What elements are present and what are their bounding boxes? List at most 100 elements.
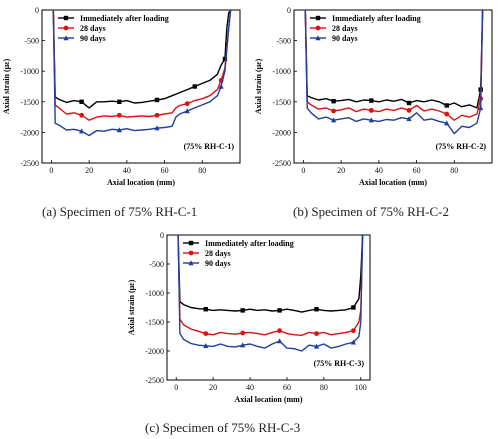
legend-marker-1 <box>188 250 194 256</box>
series-line-2 <box>177 234 364 352</box>
data-point-s0 <box>192 84 197 89</box>
legend-label-0: Immediately after loading <box>205 239 294 248</box>
x-tick-label: 20 <box>209 383 217 392</box>
y-tick-label: -2500 <box>145 376 164 385</box>
data-point-s2 <box>277 338 283 344</box>
data-point-s2 <box>331 117 337 123</box>
series-line-1 <box>52 9 232 121</box>
panel-label: (75% RH-C-3) <box>314 359 365 368</box>
data-point-s1 <box>368 107 374 113</box>
data-point-s0 <box>444 103 449 108</box>
series-line-2 <box>52 9 232 137</box>
legend-label-1: 28 days <box>205 249 231 258</box>
data-point-s1 <box>277 328 282 334</box>
legend-marker-0 <box>63 15 69 21</box>
legend-marker-1 <box>63 25 69 31</box>
data-point-s0 <box>351 305 356 310</box>
data-point-s0 <box>369 98 374 103</box>
data-point-s2 <box>218 83 224 89</box>
data-point-s0 <box>222 56 228 62</box>
y-tick-label: 0 <box>287 6 291 15</box>
x-tick-label: 0 <box>49 166 53 175</box>
data-point-s2 <box>350 339 356 345</box>
x-tick-label: 60 <box>161 166 169 175</box>
x-tick-label: 40 <box>123 166 131 175</box>
legend-label-2: 90 days <box>205 259 231 268</box>
series-line-0 <box>52 9 232 109</box>
legend-label-1: 28 days <box>80 24 106 33</box>
x-tick-label: 20 <box>85 166 93 175</box>
y-tick-label: -1000 <box>145 289 164 298</box>
legend-marker-0 <box>188 240 194 246</box>
data-point-s2 <box>240 342 246 348</box>
y-tick-label: -1000 <box>20 67 39 76</box>
x-tick-label: 100 <box>355 383 367 392</box>
legend-label-0: Immediately after loading <box>80 14 169 23</box>
series-line-2 <box>304 9 484 135</box>
caption-b: (b) Specimen of 75% RH-C-2 <box>293 204 449 219</box>
y-tick-label: -2000 <box>272 128 291 137</box>
data-point-s1 <box>314 331 319 336</box>
x-tick-label: 60 <box>413 166 421 175</box>
caption-c: (c) Specimen of 75% RH-C-3 <box>145 420 301 435</box>
y-tick-label: -2500 <box>20 159 39 168</box>
data-point-s1 <box>116 112 122 118</box>
y-tick-label: -1500 <box>20 98 39 107</box>
data-point-s0 <box>406 100 412 106</box>
y-tick-label: -500 <box>149 260 164 269</box>
data-point-s2 <box>154 125 160 131</box>
legend-label-1: 28 days <box>332 24 358 33</box>
y-tick-label: -1500 <box>272 98 291 107</box>
data-point-s0 <box>117 99 122 104</box>
data-point-s2 <box>313 343 320 349</box>
chart-panel-a: 0 -500 -1000 -1500 -2000 -2500 0 20 40 60 80 Axial … <box>0 0 245 200</box>
y-tick-label: -500 <box>24 37 39 46</box>
data-point-s2 <box>203 343 209 348</box>
legend-marker-1 <box>315 25 321 31</box>
series-line-0 <box>304 9 484 109</box>
legend-marker-2 <box>188 260 194 266</box>
x-tick-label: 20 <box>337 166 345 175</box>
y-tick-label: 0 <box>160 231 164 240</box>
legend-marker-2 <box>315 35 321 41</box>
x-tick-label: 80 <box>450 166 458 175</box>
panel-label: (75% RH-C-2) <box>436 142 487 151</box>
plot-frame <box>41 9 241 164</box>
x-tick-label: 80 <box>198 166 206 175</box>
y-axis-label: Axial strain (με) <box>127 279 136 335</box>
y-tick-label: -2000 <box>20 128 39 137</box>
plot-frame <box>166 234 371 381</box>
y-axis-label: Axial strain (με) <box>2 58 11 114</box>
y-tick-label: -2000 <box>145 347 164 356</box>
data-point-s2 <box>79 128 85 134</box>
data-point-s0 <box>331 98 336 104</box>
data-point-s2 <box>184 108 190 114</box>
x-axis-label: Axial location (mm) <box>235 395 303 404</box>
y-tick-label: -1000 <box>272 67 291 76</box>
x-tick-label: 0 <box>174 383 178 392</box>
data-point-s1 <box>203 331 209 336</box>
y-tick-label: -500 <box>276 37 291 46</box>
plot-frame <box>293 9 493 164</box>
data-point-s0 <box>203 307 208 312</box>
data-point-s1 <box>154 112 160 118</box>
data-point-s0 <box>79 99 84 104</box>
series-line-1 <box>177 234 364 337</box>
legend-label-2: 90 days <box>332 34 358 43</box>
legend-label-2: 90 days <box>80 34 106 43</box>
y-tick-label: -2500 <box>272 159 291 168</box>
data-point-s2 <box>116 127 122 133</box>
data-point-s1 <box>406 107 412 113</box>
x-tick-label: 80 <box>320 383 328 392</box>
x-tick-label: 0 <box>301 166 305 175</box>
legend-label-0: Immediately after loading <box>332 14 421 23</box>
data-point-s1 <box>331 108 336 114</box>
x-axis-label: Axial location (mm) <box>107 178 175 187</box>
data-point-s2 <box>406 116 412 122</box>
data-point-s1 <box>184 101 190 107</box>
data-point-s2 <box>368 117 374 123</box>
data-point-s0 <box>154 97 160 103</box>
data-point-s0 <box>277 308 282 313</box>
chart-panel-c: 0 -500 -1000 -1500 -2000 -2500 0 20 40 60 80 100 Axi… <box>125 225 375 415</box>
data-point-s0 <box>314 307 319 312</box>
